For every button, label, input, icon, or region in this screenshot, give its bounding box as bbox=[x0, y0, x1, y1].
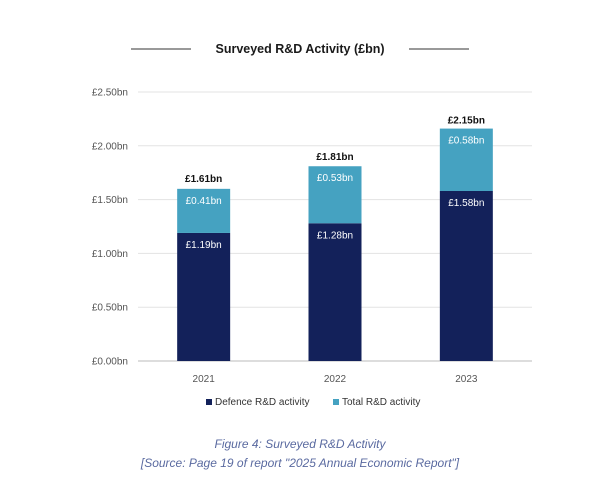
legend-label: Total R&D activity bbox=[342, 397, 420, 408]
bars: £1.19bn £0.41bn £1.61bn £1.28bn £0.53bn £1.81… bbox=[177, 116, 493, 361]
x-tick-label: 2021 bbox=[193, 374, 216, 385]
legend-swatch bbox=[206, 399, 212, 405]
stacked-bar-chart: Surveyed R&D Activity (£bn) £0.00bn £0.50… bbox=[92, 42, 532, 408]
chart-title: Surveyed R&D Activity (£bn) bbox=[215, 42, 384, 56]
x-tick-label: 2023 bbox=[455, 374, 478, 385]
figure-source: [Source: Page 19 of report "2025 Annual … bbox=[140, 456, 460, 470]
y-tick-label: £2.50bn bbox=[92, 88, 128, 99]
legend-label: Defence R&D activity bbox=[215, 397, 309, 408]
bar-value-label: £0.58bn bbox=[448, 136, 484, 147]
bar-segment bbox=[177, 188, 231, 233]
y-tick-label: £1.00bn bbox=[92, 249, 128, 260]
x-tick-label: 2022 bbox=[324, 374, 347, 385]
bar-value-label: £0.41bn bbox=[186, 196, 222, 207]
y-tick-label: £0.50bn bbox=[92, 303, 128, 314]
legend: Defence R&D activity Total R&D activity bbox=[206, 397, 420, 408]
bar-value-label: £0.53bn bbox=[317, 173, 353, 184]
legend-swatch bbox=[333, 399, 339, 405]
y-tick-label: £2.00bn bbox=[92, 141, 128, 152]
bar-segment bbox=[439, 190, 493, 361]
x-axis-ticks: 2021 2022 2023 bbox=[193, 374, 478, 385]
bar-value-label: £1.58bn bbox=[448, 198, 484, 209]
bar-segment bbox=[177, 232, 231, 361]
bar-segment bbox=[308, 166, 362, 224]
bar-value-label: £1.28bn bbox=[317, 230, 353, 241]
y-tick-label: £0.00bn bbox=[92, 357, 128, 368]
y-axis-ticks: £0.00bn £0.50bn £1.00bn £1.50bn £2.00bn £2.50… bbox=[92, 88, 128, 368]
bar-total-label: £1.61bn bbox=[185, 174, 222, 185]
bar-total-label: £2.15bn bbox=[448, 116, 485, 127]
figure-caption: Figure 4: Surveyed R&D Activity bbox=[214, 437, 386, 451]
bar-total-label: £1.81bn bbox=[316, 152, 353, 163]
y-tick-label: £1.50bn bbox=[92, 195, 128, 206]
bar-value-label: £1.19bn bbox=[186, 240, 222, 251]
bar-segment bbox=[439, 128, 493, 191]
bar-segment bbox=[308, 223, 362, 361]
